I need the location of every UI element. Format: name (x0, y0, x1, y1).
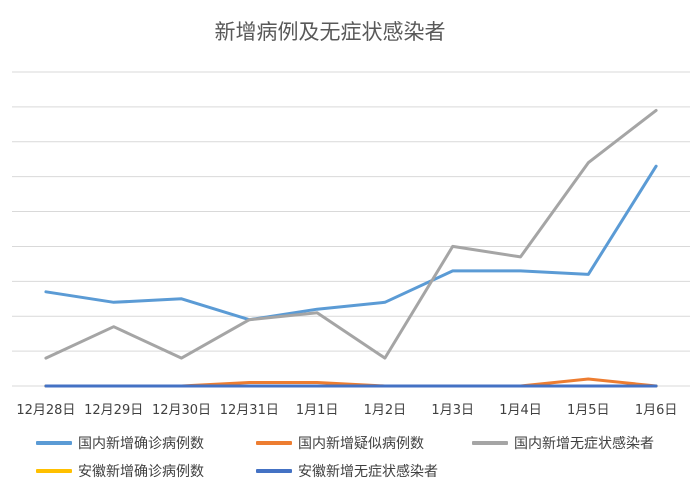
x-tick-label: 1月1日 (296, 403, 339, 418)
legend-label-3: 安徽新增确诊病例数 (78, 464, 204, 480)
legend-item-1: 国内新增疑似病例数 (256, 432, 424, 454)
line-chart: 12月28日 12月29日 12月30日 12月31日 1月1日 1月2日 1月3日 1月4日… (12, 71, 690, 418)
series-line-0 (44, 164, 658, 322)
legend-swatch-0 (36, 441, 72, 445)
x-tick-label: 1月5日 (567, 403, 610, 418)
x-tick-label: 1月4日 (499, 403, 542, 418)
legend-swatch-1 (256, 441, 292, 445)
legend-swatch-4 (256, 469, 292, 473)
chart-title: 新增病例及无症状感染者 (214, 20, 446, 44)
series-line-2 (44, 108, 658, 360)
legend: 国内新增确诊病例数 国内新增疑似病例数 国内新增无症状感染者 安徽新增确诊病例数… (0, 432, 700, 492)
x-tick-label: 12月31日 (220, 403, 279, 418)
legend-item-2: 国内新增无症状感染者 (472, 432, 654, 454)
x-tick-label: 12月28日 (16, 403, 75, 418)
legend-item-0: 国内新增确诊病例数 (36, 432, 204, 454)
legend-label-0: 国内新增确诊病例数 (78, 436, 204, 452)
x-tick-label: 12月29日 (84, 403, 143, 418)
legend-item-4: 安徽新增无症状感染者 (256, 460, 438, 482)
legend-swatch-3 (36, 469, 72, 473)
x-tick-label: 1月3日 (431, 403, 474, 418)
legend-label-2: 国内新增无症状感染者 (514, 436, 654, 452)
legend-label-4: 安徽新增无症状感染者 (298, 464, 438, 480)
x-tick-label: 12月30日 (152, 403, 211, 418)
legend-label-1: 国内新增疑似病例数 (298, 436, 424, 452)
x-tick-label: 1月6日 (635, 403, 678, 418)
x-tick-label: 1月2日 (364, 403, 407, 418)
legend-item-3: 安徽新增确诊病例数 (36, 460, 204, 482)
legend-swatch-2 (472, 441, 508, 445)
